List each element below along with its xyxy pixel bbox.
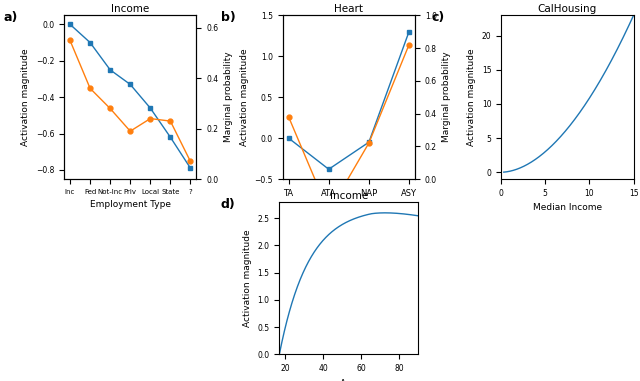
X-axis label: Age: Age bbox=[340, 379, 358, 381]
X-axis label: Chest pain type: Chest pain type bbox=[313, 203, 385, 212]
Title: Income: Income bbox=[330, 191, 368, 201]
Text: d): d) bbox=[221, 198, 236, 211]
Y-axis label: Marginal probability: Marginal probability bbox=[442, 52, 451, 142]
Text: b): b) bbox=[221, 11, 236, 24]
Y-axis label: Activation magnitude: Activation magnitude bbox=[240, 48, 249, 146]
Title: Heart: Heart bbox=[334, 5, 364, 14]
Title: CalHousing: CalHousing bbox=[538, 5, 597, 14]
Y-axis label: Activation magnitude: Activation magnitude bbox=[467, 48, 476, 146]
Text: a): a) bbox=[3, 11, 17, 24]
Text: c): c) bbox=[432, 11, 445, 24]
X-axis label: Employment Type: Employment Type bbox=[90, 200, 171, 209]
X-axis label: Median Income: Median Income bbox=[533, 203, 602, 212]
Title: Income: Income bbox=[111, 5, 149, 14]
Y-axis label: Activation magnitude: Activation magnitude bbox=[243, 229, 252, 327]
Y-axis label: Activation magnitude: Activation magnitude bbox=[21, 48, 30, 146]
Y-axis label: Marginal probability: Marginal probability bbox=[224, 52, 233, 142]
